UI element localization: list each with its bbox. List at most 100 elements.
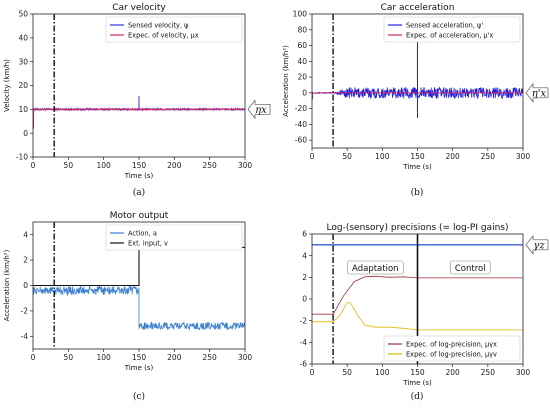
panel-caption: (d)	[411, 391, 424, 402]
y-tick-label: -10	[16, 153, 28, 162]
series-line-2	[312, 91, 523, 100]
x-tick-label: 100	[97, 353, 112, 362]
arrow-label: γz	[533, 240, 545, 251]
panel-c: 0 50 100 150 200 250 300 -4 -2 0 2 4 Motor output Tim…	[3, 211, 252, 402]
x-tick-label: 200	[446, 368, 461, 377]
legend-label: Expec. of log-precision, μγv	[406, 350, 497, 358]
x-tick-label: 150	[132, 353, 147, 362]
x-axis-label: Time (s)	[402, 379, 432, 387]
y-tick-label: 10	[18, 105, 28, 114]
y-tick-label: 40	[297, 57, 307, 66]
x-tick-label: 50	[342, 152, 352, 161]
legend-box	[105, 16, 243, 43]
plot-area	[33, 96, 245, 129]
series-line-1	[312, 275, 523, 315]
x-tick-label: 250	[203, 161, 218, 170]
y-tick-label: 2	[302, 273, 307, 282]
legend-label: Sensed acceleration, ψ'	[406, 21, 483, 29]
y-tick-label: -60	[295, 136, 307, 145]
x-tick-label: 250	[481, 368, 496, 377]
arrow-label: η'x	[532, 88, 547, 99]
y-axis-label: Acceleration (km/h²)	[3, 249, 11, 321]
x-tick-label: 0	[31, 161, 36, 170]
x-tick-label: 0	[310, 152, 315, 161]
x-tick-label: 50	[64, 161, 74, 170]
y-tick-label: 50	[18, 10, 28, 19]
x-tick-label: 150	[410, 368, 425, 377]
series-line-2	[33, 107, 245, 129]
x-tick-label: 300	[238, 353, 253, 362]
arrow-icon	[247, 99, 271, 120]
legend-label: Ext. input, v	[128, 239, 168, 247]
x-axis-label: Time (s)	[402, 163, 432, 171]
legend-label: Expec. of acceleration, μ'x	[406, 31, 493, 39]
phase-box	[449, 260, 491, 275]
x-tick-label: 300	[238, 161, 253, 170]
x-tick-label: 50	[64, 353, 74, 362]
phase-label-adaptation: Adaptation	[352, 264, 399, 274]
y-tick-label: 20	[297, 73, 307, 82]
x-tick-label: 200	[167, 353, 182, 362]
y-tick-label: 0	[302, 88, 307, 97]
chart-title: Car acceleration	[381, 3, 455, 13]
y-tick-label: 60	[297, 41, 307, 50]
phase-box	[346, 260, 404, 275]
arrow-icon	[525, 82, 549, 103]
x-axis-label: Time (s)	[124, 364, 154, 372]
chart-title: Car velocity	[112, 3, 166, 13]
plot-area	[312, 40, 523, 119]
y-tick-label: -6	[300, 360, 308, 369]
panel-caption: (b)	[411, 187, 424, 198]
y-axis-label: Velocity (km/h)	[3, 59, 11, 112]
y-tick-label: 4	[23, 230, 28, 239]
legend-label: Expec. of log-precision, μγx	[406, 340, 497, 348]
y-tick-label: 0	[23, 129, 28, 138]
y-tick-label: 0	[23, 281, 28, 290]
y-tick-label: -2	[21, 307, 29, 316]
y-tick-label: -40	[295, 120, 307, 129]
series-line-1	[33, 106, 245, 129]
panel-d: 0 50 100 150 200 250 300 -6 -4 -2 0 2 4 6 Log-(sensory…	[300, 223, 549, 402]
x-tick-label: 250	[203, 353, 218, 362]
legend-box	[383, 16, 521, 43]
legend-label: Action, a	[128, 229, 157, 237]
x-tick-label: 200	[446, 152, 461, 161]
x-tick-label: 200	[167, 161, 182, 170]
x-tick-label: 100	[375, 152, 390, 161]
y-axis-label: Acceleration (km/h²)	[282, 45, 290, 117]
y-tick-label: 100	[293, 10, 308, 19]
y-tick-label: -2	[300, 316, 308, 325]
series-line-2	[312, 301, 523, 331]
plot-area	[33, 246, 245, 331]
x-axis-label: Time (s)	[124, 172, 154, 180]
y-tick-label: 30	[18, 57, 28, 66]
y-tick-label: 80	[297, 25, 307, 34]
chart-title: Log-(sensory) precisions (= log-PI gains…	[327, 223, 509, 233]
phase-label-control: Control	[455, 264, 486, 274]
legend-box	[383, 335, 521, 362]
series-line-1	[33, 285, 245, 331]
legend-box	[105, 224, 243, 251]
x-tick-label: 0	[310, 368, 315, 377]
panel-b: 0 50 100 150 200 250 300 -60 -40 -20 0 20 40 60 80 100 C…	[282, 3, 549, 198]
arrow-label: ηx	[255, 105, 267, 116]
panel-caption: (c)	[133, 391, 145, 402]
panel-caption: (a)	[133, 187, 145, 198]
legend-label: Sensed velocity, ψ	[128, 21, 189, 29]
y-tick-label: 4	[302, 251, 307, 260]
x-tick-label: 150	[132, 161, 147, 170]
x-tick-label: 150	[410, 152, 425, 161]
legend-label: Expec. of velocity, μx	[128, 31, 199, 39]
x-tick-label: 0	[31, 353, 36, 362]
y-tick-label: 40	[18, 33, 28, 42]
x-tick-label: 100	[97, 161, 112, 170]
y-tick-label: -4	[21, 332, 29, 341]
x-tick-label: 100	[375, 368, 390, 377]
x-tick-label: 300	[516, 152, 531, 161]
y-tick-label: 6	[302, 230, 307, 239]
arrow-icon	[525, 234, 549, 255]
y-tick-label: -20	[295, 104, 307, 113]
chart-title: Motor output	[110, 211, 169, 221]
